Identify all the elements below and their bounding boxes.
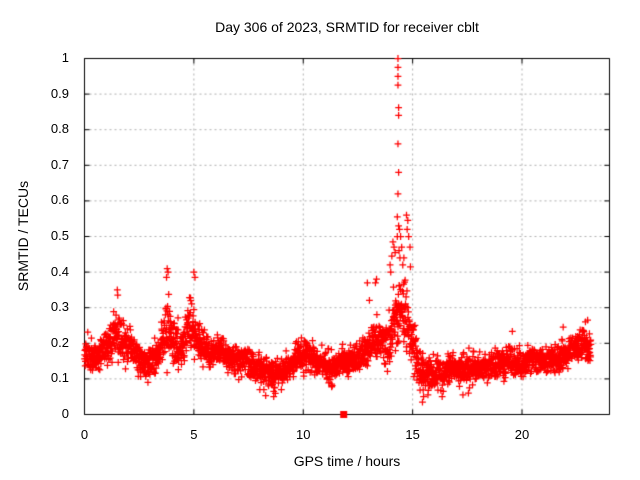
y-tick-label: 0 [61, 406, 69, 421]
chart-title: Day 306 of 2023, SRMTID for receiver cbl… [215, 19, 479, 35]
x-tick-label: 0 [80, 427, 89, 442]
y-tick-label: 0.2 [50, 334, 69, 350]
y-tick-label: 1 [61, 50, 69, 65]
y-tick-label: 0.4 [50, 263, 69, 279]
y-tick-label: 0.3 [50, 299, 69, 315]
x-tick-label: 20 [514, 427, 530, 442]
y-tick-label: 0.8 [50, 121, 69, 137]
y-tick-label: 0.7 [50, 156, 69, 172]
y-tick-label: 0.5 [50, 228, 69, 243]
y-tick-label: 0.6 [50, 192, 69, 208]
x-tick-label: 10 [296, 427, 311, 442]
y-tick-label: 0.9 [50, 85, 69, 101]
x-axis-label: GPS time / hours [293, 453, 401, 469]
x-tick-label: 15 [405, 427, 420, 442]
x-tick-label: 5 [190, 427, 198, 442]
y-tick-label: 0.1 [50, 370, 69, 386]
